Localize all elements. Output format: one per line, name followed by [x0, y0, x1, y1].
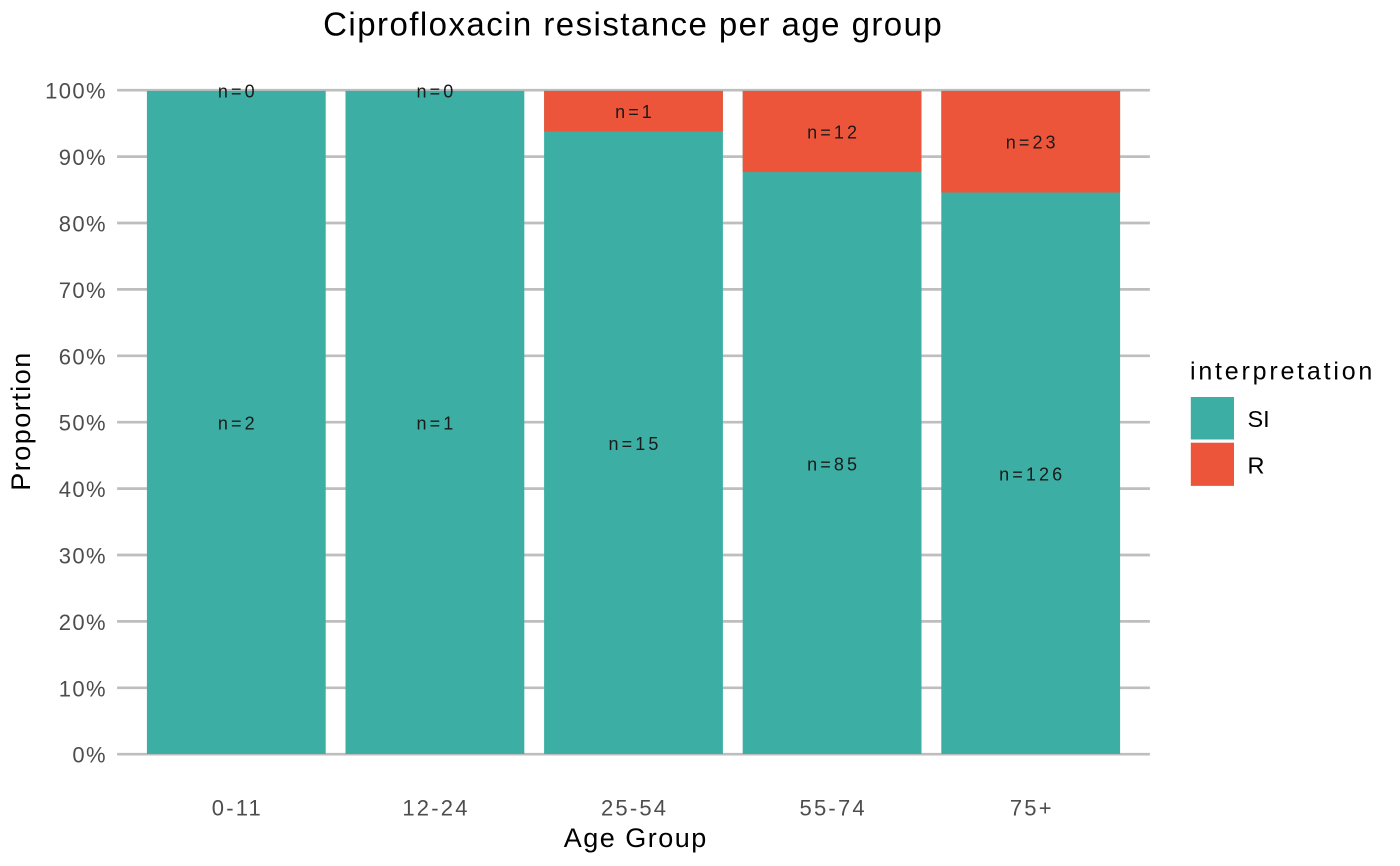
- svg-text:Proportion: Proportion: [6, 351, 36, 491]
- svg-text:90%: 90%: [59, 145, 107, 170]
- svg-text:60%: 60%: [59, 344, 107, 369]
- svg-text:R: R: [1248, 453, 1265, 479]
- svg-text:n=0: n=0: [218, 81, 258, 101]
- svg-text:40%: 40%: [59, 477, 107, 502]
- svg-text:50%: 50%: [59, 411, 107, 436]
- svg-text:n=15: n=15: [609, 434, 662, 454]
- svg-text:n=126: n=126: [999, 465, 1065, 485]
- svg-text:n=2: n=2: [218, 413, 258, 433]
- svg-text:0-11: 0-11: [212, 795, 263, 820]
- svg-text:10%: 10%: [59, 676, 107, 701]
- svg-text:n=0: n=0: [416, 81, 456, 101]
- svg-text:0%: 0%: [72, 743, 107, 768]
- svg-text:20%: 20%: [59, 610, 107, 635]
- svg-text:n=23: n=23: [1006, 133, 1059, 153]
- svg-text:Ciprofloxacin resistance per a: Ciprofloxacin resistance per age group: [323, 6, 943, 43]
- svg-text:n=1: n=1: [615, 102, 655, 122]
- svg-text:80%: 80%: [59, 212, 107, 237]
- svg-text:n=12: n=12: [807, 122, 860, 142]
- svg-text:n=1: n=1: [416, 413, 456, 433]
- svg-text:SI: SI: [1248, 406, 1270, 432]
- svg-text:Age Group: Age Group: [564, 823, 708, 853]
- svg-text:12-24: 12-24: [402, 795, 469, 820]
- svg-text:30%: 30%: [59, 544, 107, 569]
- svg-text:70%: 70%: [59, 278, 107, 303]
- svg-text:100%: 100%: [45, 79, 107, 104]
- svg-text:55-74: 55-74: [800, 795, 867, 820]
- svg-text:interpretation: interpretation: [1190, 358, 1375, 386]
- svg-text:n=85: n=85: [807, 454, 860, 474]
- svg-text:75+: 75+: [1010, 795, 1054, 820]
- svg-text:25-54: 25-54: [601, 795, 668, 820]
